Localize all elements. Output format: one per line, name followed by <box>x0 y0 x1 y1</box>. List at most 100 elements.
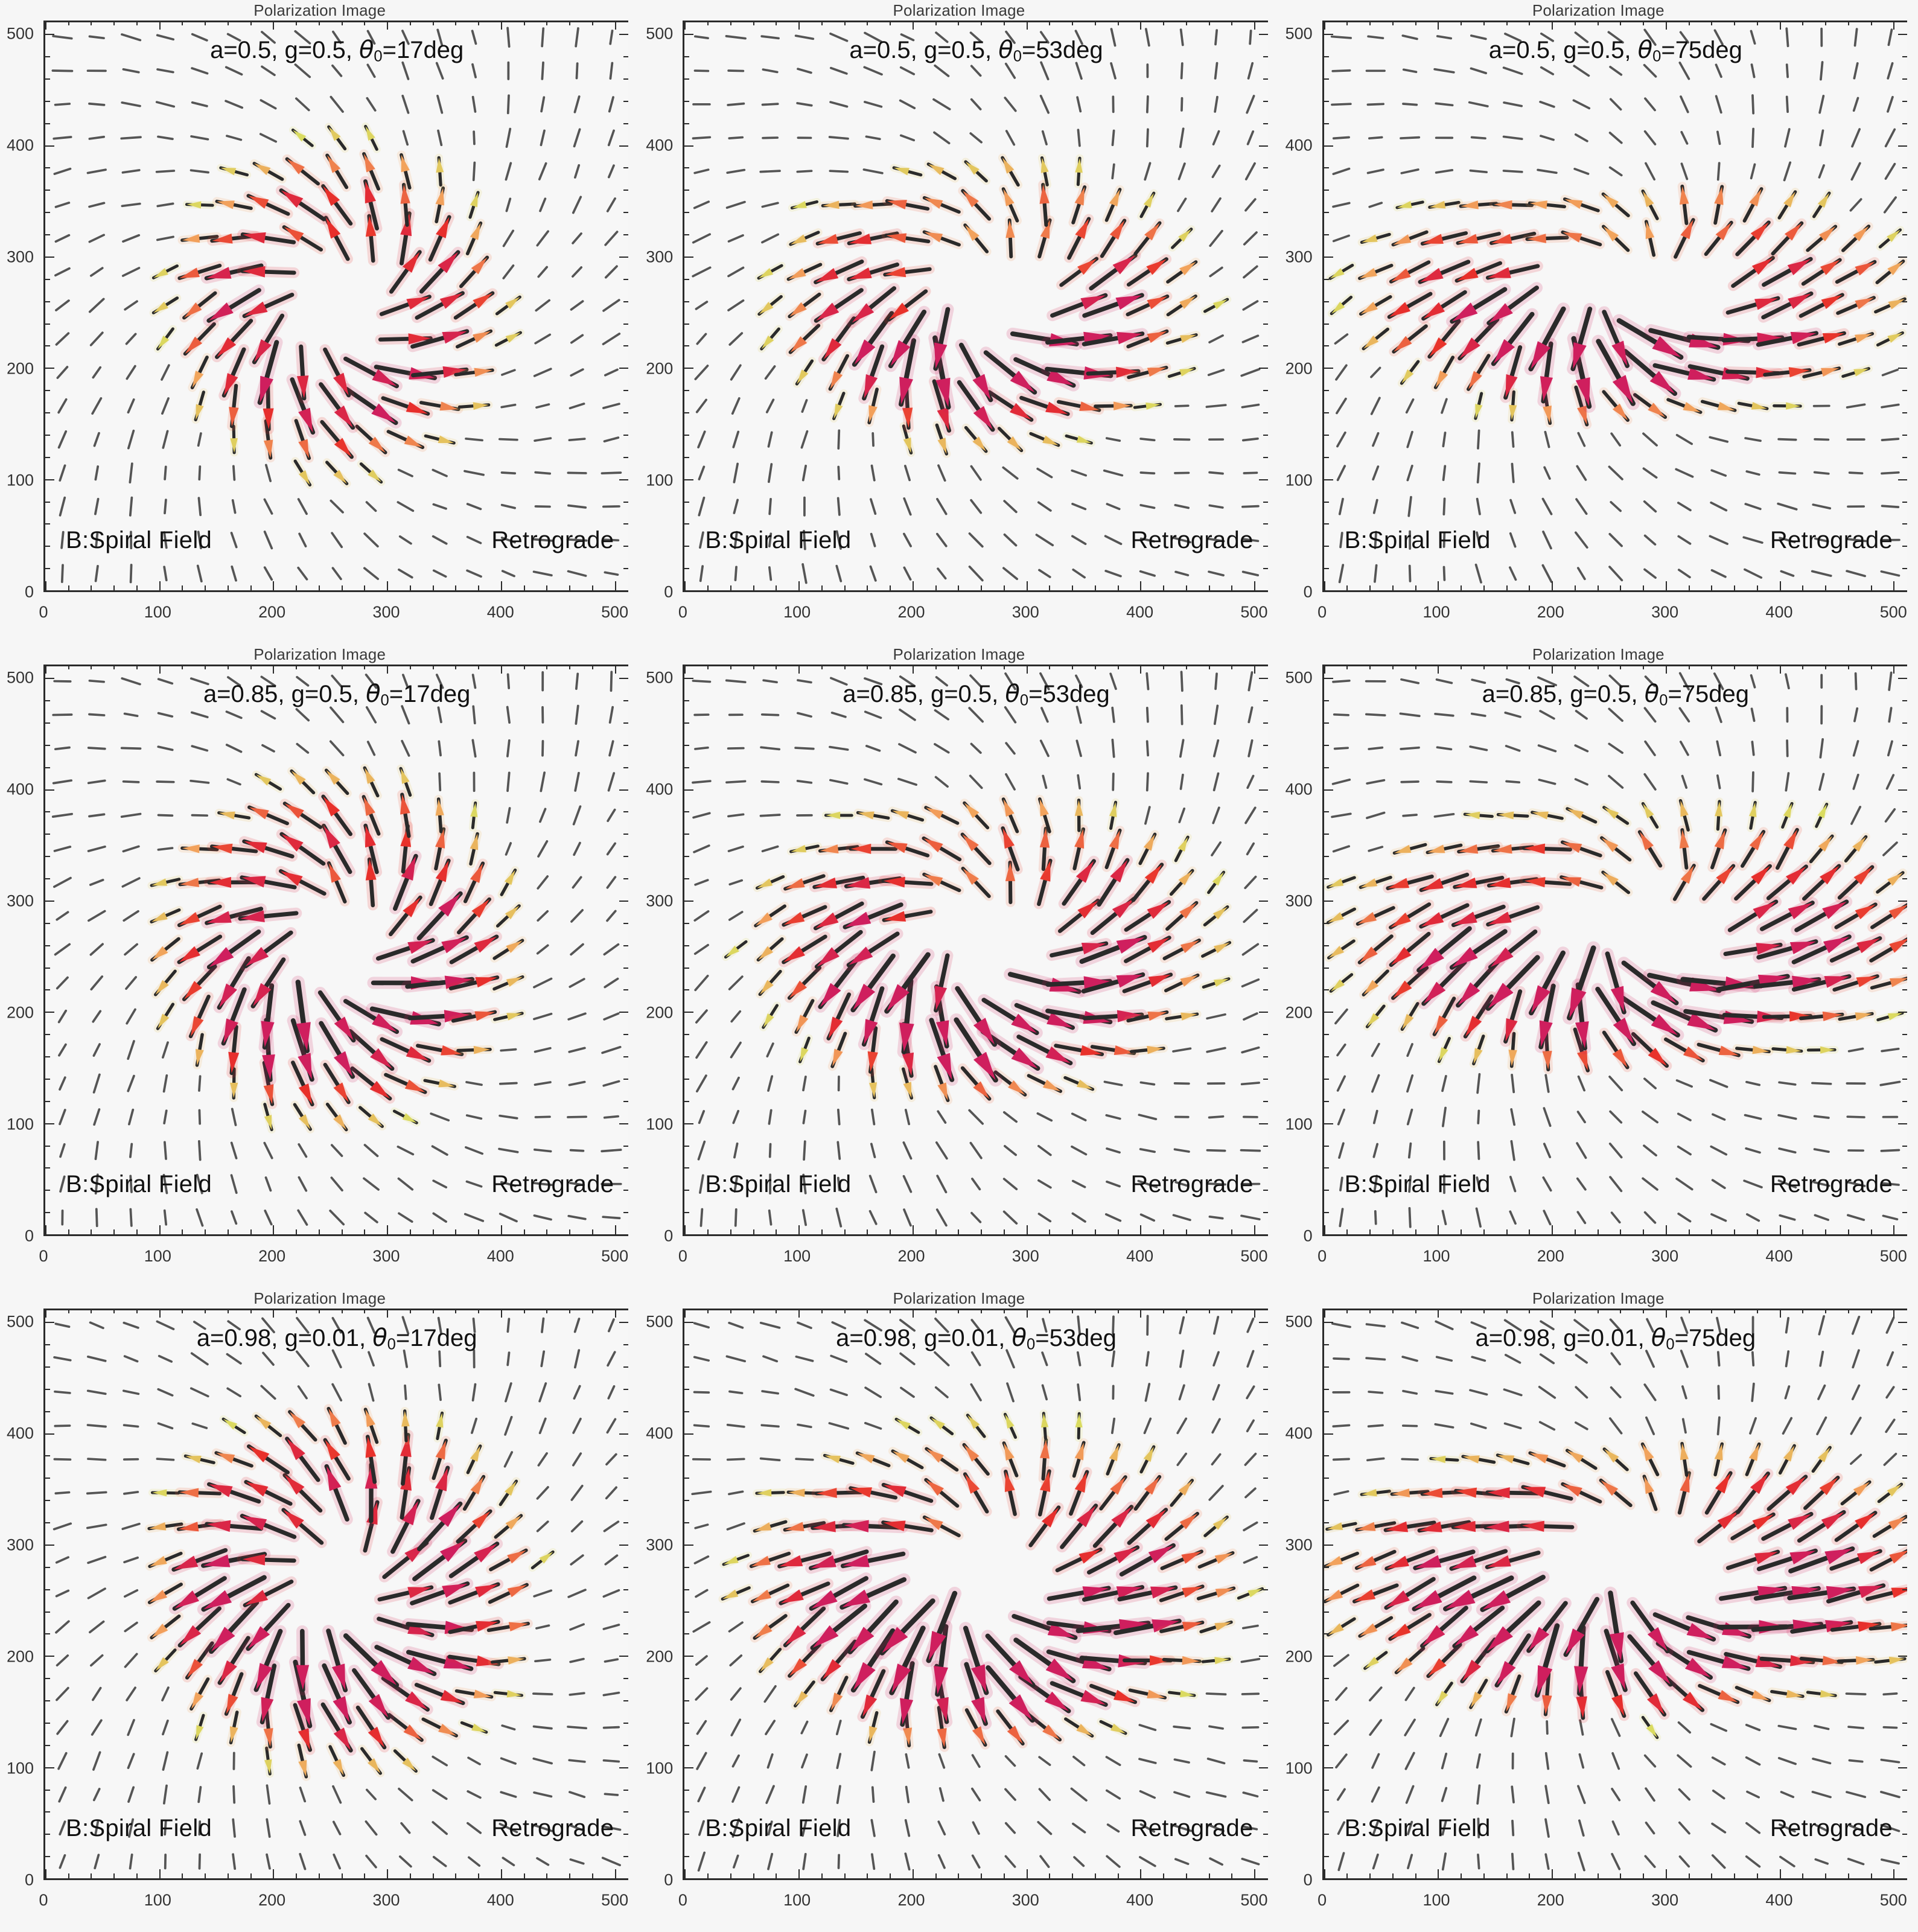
arrow-head <box>180 878 200 887</box>
arrow-head <box>471 899 489 918</box>
polarization-tick <box>1710 1213 1727 1222</box>
polarization-arrow <box>463 218 485 258</box>
y-axis-right-tick <box>1258 34 1268 36</box>
polarization-arrow <box>339 995 403 1038</box>
polarization-tick <box>830 1388 849 1397</box>
arrow-head <box>1532 811 1549 820</box>
polarization-tick <box>902 1141 913 1160</box>
x-axis-top-tick <box>1438 21 1439 30</box>
polarization-tick <box>1242 300 1259 311</box>
polarization-arrow <box>875 1594 940 1660</box>
polarization-arrow <box>426 1462 454 1523</box>
polarization-arrow <box>881 231 934 246</box>
y-axis-minor-tick <box>684 390 690 392</box>
y-axis-right-tick <box>1902 345 1907 347</box>
y-axis-minor-tick <box>684 767 690 768</box>
y-axis-minor-tick <box>684 323 690 325</box>
polarization-arrow <box>177 844 221 854</box>
polarization-tick <box>726 200 747 209</box>
polarization-tick <box>1035 534 1054 547</box>
polarization-tick <box>568 1080 586 1086</box>
polarization-tick <box>1003 500 1018 514</box>
polarization-tick <box>1400 168 1419 174</box>
polarization-arrow <box>1355 261 1396 283</box>
arrow-head <box>785 878 805 889</box>
polarization-arrow <box>826 351 853 394</box>
polarization-tick <box>1041 1351 1048 1366</box>
arrow-head <box>1178 1480 1193 1496</box>
x-axis-top-tick <box>1254 21 1255 30</box>
arrow-head <box>868 405 878 423</box>
polarization-arrow <box>1873 328 1907 349</box>
arrow-head <box>1076 1724 1092 1736</box>
x-axis-top-tick <box>1893 665 1895 674</box>
arrow-head <box>796 1015 809 1033</box>
arrow-head <box>298 1053 312 1080</box>
polarization-tick <box>1176 1452 1188 1467</box>
polarization-tick <box>1511 1820 1514 1837</box>
arrow-head <box>1112 899 1135 919</box>
polarization-tick <box>602 1216 621 1220</box>
arrow-head <box>1524 877 1546 888</box>
polarization-tick <box>601 1825 622 1831</box>
polarization-arrow <box>1833 293 1879 318</box>
polarization-arrow <box>1560 194 1602 215</box>
arrow-head <box>1422 1625 1445 1646</box>
y-axis-major-tick <box>45 1544 54 1546</box>
y-axis-minor-tick <box>1324 190 1329 191</box>
polarization-tick <box>1468 745 1488 751</box>
y-axis-tick-label: 100 <box>6 471 34 489</box>
polarization-arrow <box>1649 1608 1720 1645</box>
polarization-tick <box>533 1589 553 1598</box>
x-axis-top-tick <box>1072 1309 1074 1313</box>
polarization-tick <box>1541 564 1553 583</box>
polarization-tick <box>1369 1719 1382 1736</box>
polarization-tick <box>1140 1213 1156 1222</box>
polarization-arrow <box>1124 363 1171 382</box>
polarization-tick <box>1441 1106 1447 1127</box>
arrow-head <box>1422 234 1444 244</box>
polarization-tick <box>122 234 141 243</box>
polarization-tick <box>539 197 547 212</box>
polarization-tick <box>54 1390 71 1394</box>
polarization-arrow <box>753 1488 788 1497</box>
polarization-arrow <box>147 905 183 926</box>
arrow-head <box>220 168 237 176</box>
arrow-head <box>333 372 349 395</box>
quiver-plot-area <box>684 21 1267 590</box>
y-axis-right-tick <box>1263 1100 1268 1102</box>
polarization-arrow <box>925 1014 958 1086</box>
x-axis-minor-tick <box>821 585 823 590</box>
arrow-head <box>1714 801 1722 817</box>
polarization-arrow <box>878 875 937 890</box>
arrow-head <box>1528 1627 1549 1651</box>
arrow-head <box>966 162 980 175</box>
arrow-head <box>1542 1051 1552 1070</box>
arrow-head <box>1040 1471 1051 1492</box>
arrow-head <box>884 911 906 922</box>
polarization-tick <box>536 1520 549 1532</box>
polarization-tick <box>1887 707 1893 723</box>
arrow-head <box>1115 295 1142 310</box>
x-axis-major-tick <box>614 1869 616 1878</box>
x-axis-minor-tick <box>591 1229 593 1234</box>
polarization-arrow <box>1195 1548 1238 1572</box>
polarization-tick <box>1882 1726 1897 1729</box>
y-axis-minor-tick <box>45 1633 50 1635</box>
arrow-head <box>1150 1655 1171 1666</box>
polarization-tick <box>225 744 243 753</box>
arrow-head <box>833 403 843 419</box>
polarization-tick <box>55 1589 70 1598</box>
polarization-tick <box>162 1074 168 1093</box>
polarization-tick <box>1146 772 1150 792</box>
polarization-arrow <box>1482 902 1543 930</box>
arrow-head <box>788 268 806 279</box>
y-axis-right-tick <box>1263 323 1268 325</box>
arrow-head <box>965 1474 980 1494</box>
polarization-arrow <box>256 1660 281 1728</box>
polarization-tick <box>1441 1752 1447 1770</box>
polarization-arrow <box>899 422 916 457</box>
polarization-tick <box>601 1045 622 1054</box>
y-axis-minor-tick <box>684 78 690 80</box>
arrow-head <box>1562 842 1582 853</box>
